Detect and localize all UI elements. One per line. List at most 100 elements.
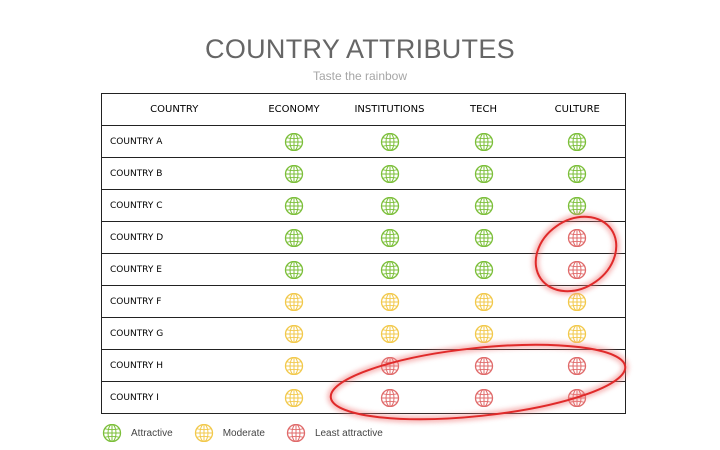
table-row: COUNTRY B (101, 157, 626, 190)
globe-icon (380, 389, 399, 408)
globe-icon (284, 261, 304, 280)
globe-icon (380, 325, 399, 344)
column-header-economy: ECONOMY (246, 93, 342, 126)
rating-cell-economy (246, 317, 342, 350)
globe-icon (568, 357, 587, 376)
rating-cell-economy (246, 157, 342, 190)
rating-cell-culture (529, 349, 626, 382)
rating-cell-institutions (341, 157, 438, 190)
globe-icon (568, 197, 587, 216)
rating-cell-economy (246, 349, 342, 382)
globe-icon (568, 389, 587, 408)
rating-cell-institutions (341, 285, 438, 318)
rating-cell-culture (529, 285, 626, 318)
page-subtitle: Taste the rainbow (312, 69, 408, 83)
globe-icon (380, 293, 399, 312)
globe-icon (474, 389, 493, 408)
globe-icon (474, 197, 493, 216)
rating-cell-tech (437, 189, 530, 222)
rating-cell-culture (529, 189, 626, 222)
rating-cell-tech (437, 253, 530, 286)
table-row: COUNTRY D (101, 221, 626, 254)
globe-icon (474, 261, 493, 280)
country-name: COUNTRY F (101, 285, 247, 318)
rating-cell-institutions (341, 253, 438, 286)
table-row: COUNTRY I (101, 381, 626, 414)
globe-icon (380, 165, 399, 184)
legend-item-attractive: Attractive (101, 424, 173, 442)
country-name: COUNTRY B (101, 157, 247, 190)
globe-icon (474, 325, 493, 344)
column-header-country: COUNTRY (101, 93, 247, 126)
rating-cell-tech (437, 125, 530, 158)
rating-cell-economy (246, 381, 342, 414)
legend-label: Moderate (222, 427, 265, 439)
legend-item-moderate: Moderate (193, 424, 265, 442)
rating-cell-culture (529, 157, 626, 190)
rating-cell-tech (437, 221, 530, 254)
rating-cell-tech (437, 157, 530, 190)
globe-icon (474, 165, 493, 184)
globe-icon (474, 133, 493, 152)
globe-icon (380, 261, 399, 280)
country-name: COUNTRY H (101, 349, 247, 382)
table-row: COUNTRY E (101, 253, 626, 286)
country-name: COUNTRY C (101, 189, 247, 222)
header-row: COUNTRY ECONOMY INSTITUTIONS TECH CULTUR… (101, 93, 626, 126)
globe-icon (284, 389, 304, 408)
country-name: COUNTRY I (101, 381, 247, 414)
globe-icon (568, 325, 587, 344)
table-row: COUNTRY F (101, 285, 626, 318)
table-row: COUNTRY G (101, 317, 626, 350)
legend-label: Attractive (131, 427, 173, 439)
legend: Attractive Moderate Least attractive (101, 423, 403, 443)
table-row: COUNTRY A (101, 125, 626, 158)
page-title: COUNTRY ATTRIBUTES (205, 34, 515, 64)
globe-icon (568, 261, 587, 280)
rating-cell-institutions (341, 349, 438, 382)
rating-cell-economy (246, 253, 342, 286)
globe-icon (474, 229, 493, 248)
rating-cell-tech (437, 381, 530, 414)
rating-cell-institutions (341, 221, 438, 254)
globe-icon (568, 293, 587, 312)
rating-cell-economy (246, 125, 342, 158)
rating-cell-economy (246, 285, 342, 318)
country-name: COUNTRY E (101, 253, 247, 286)
globe-icon (474, 293, 493, 312)
rating-cell-institutions (341, 317, 438, 350)
column-header-institutions: INSTITUTIONS (341, 93, 438, 126)
globe-icon (380, 229, 399, 248)
rating-cell-culture (529, 317, 626, 350)
globe-icon (568, 229, 587, 248)
globe-icon (284, 165, 304, 184)
globe-icon (284, 293, 304, 312)
globe-icon (284, 325, 304, 344)
globe-icon (568, 165, 587, 184)
rating-cell-tech (437, 349, 530, 382)
rating-cell-economy (246, 189, 342, 222)
globe-icon (284, 357, 304, 376)
globe-icon (380, 197, 399, 216)
rating-cell-economy (246, 221, 342, 254)
column-header-culture: CULTURE (529, 93, 626, 126)
globe-icon (380, 133, 399, 152)
globe-icon (474, 357, 493, 376)
globe-icon (194, 424, 213, 442)
rating-cell-institutions (341, 381, 438, 414)
rating-cell-tech (437, 317, 530, 350)
country-name: COUNTRY A (101, 125, 247, 158)
legend-label: Least attractive (314, 427, 383, 439)
legend-item-least: Least attractive (285, 424, 383, 442)
attributes-table: COUNTRY ECONOMY INSTITUTIONS TECH CULTUR… (101, 93, 626, 414)
country-name: COUNTRY D (101, 221, 247, 254)
rating-cell-culture (529, 253, 626, 286)
globe-icon (284, 229, 304, 248)
rating-cell-tech (437, 285, 530, 318)
rating-cell-culture (529, 381, 626, 414)
globe-icon (568, 133, 587, 152)
rating-cell-culture (529, 221, 626, 254)
globe-icon (284, 133, 304, 152)
table-row: COUNTRY C (101, 189, 626, 222)
globe-icon (380, 357, 399, 376)
